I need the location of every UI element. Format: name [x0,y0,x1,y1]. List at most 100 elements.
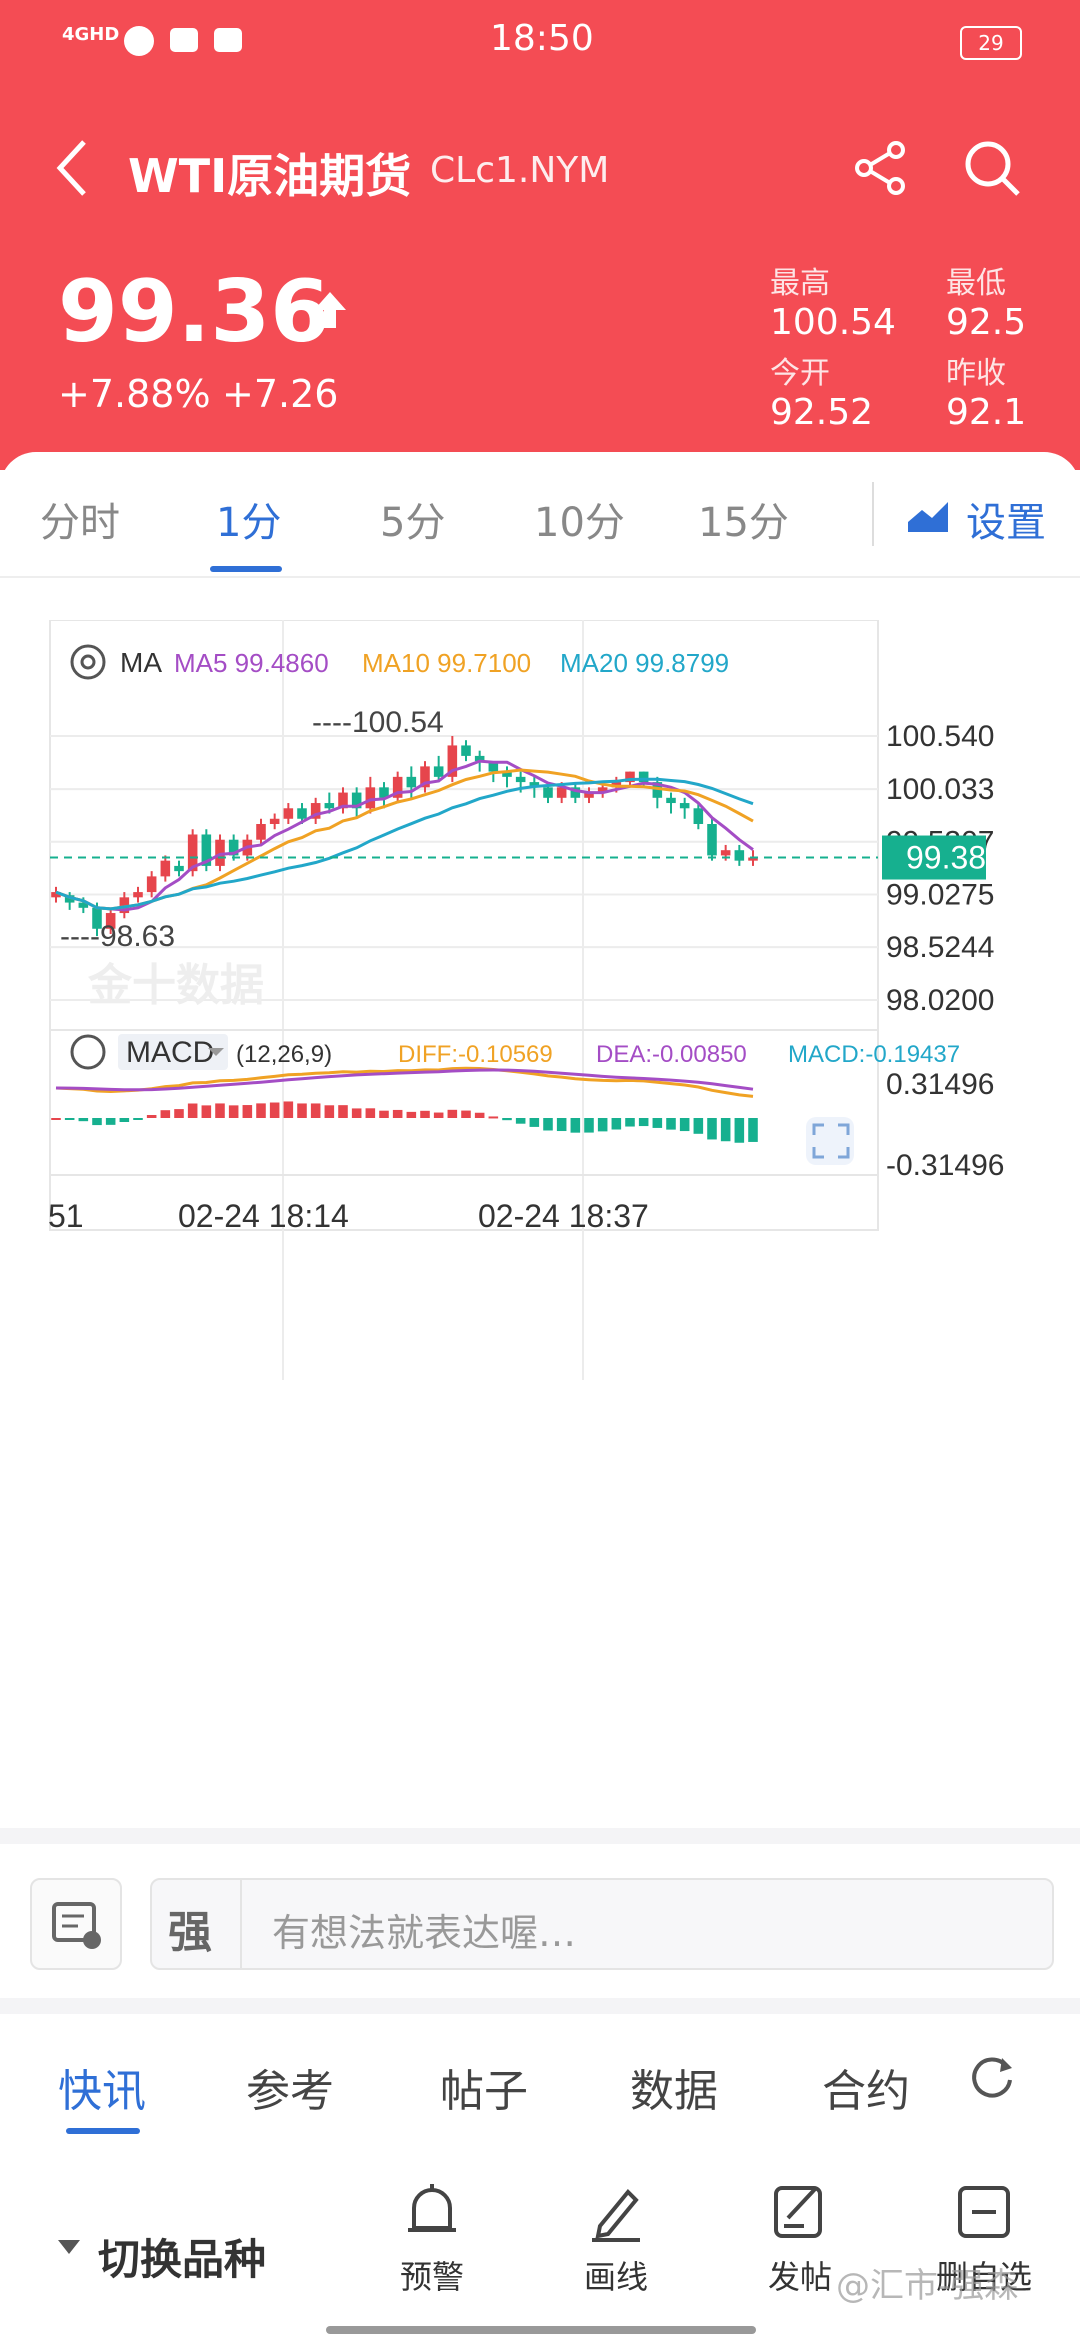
share-icon[interactable] [852,140,908,196]
macd-bar [392,1109,403,1118]
candle-body [119,897,130,914]
macd-bar [310,1103,321,1118]
candle-body [283,808,294,819]
macd-bar [447,1109,458,1118]
macd-bar [625,1118,635,1127]
x-tick-label: 51 [48,1198,84,1234]
candle-body [652,782,663,798]
macd-caret-icon [208,1048,224,1056]
dea-legend: DEA:-0.00850 [596,1041,747,1068]
macd-bar [338,1105,348,1118]
macd-bar [556,1118,567,1132]
fullscreen-button [806,1117,854,1165]
home-indicator [326,2326,756,2334]
macd-bar [461,1110,471,1118]
tab-5min[interactable]: 5分 [380,500,446,546]
prev-close-value: 92.1 [946,392,1027,433]
tab-posts[interactable]: 帖子 [440,2066,528,2117]
kline-notes-button[interactable] [30,1878,122,1970]
candle-body [64,895,75,903]
ma5-line [55,759,754,912]
macd-bar [105,1118,116,1125]
back-icon[interactable] [52,138,92,198]
tab-news[interactable]: 快讯 [58,2066,146,2117]
change-percent: +7.88% [58,372,211,416]
watermark: 金十数据 [87,961,264,1010]
x-tick-label: 02-24 18:37 [478,1198,649,1234]
search-icon[interactable] [962,138,1022,198]
macd-bar [283,1101,294,1118]
candle-body [748,857,758,861]
prev-close-label: 昨收 [946,356,1006,391]
emoji-strong-icon[interactable]: 强 [152,1880,242,1968]
y-tick-label: 100.033 [886,773,994,806]
candle-body [638,771,649,783]
settings-button[interactable]: 设置 [966,500,1046,546]
macd-bar [379,1110,389,1118]
comment-placeholder: 有想法就表达喔… [272,1911,577,1955]
draw-line-label: 画线 [583,2258,648,2296]
macd-bar [92,1118,102,1126]
tab-reference[interactable]: 参考 [246,2066,334,2117]
candle-body [625,771,635,783]
candle-body [256,824,266,840]
last-price: 99.36 [58,262,331,362]
low-mark-label: ----98.63 [60,920,175,953]
tab-divider [872,482,874,546]
macd-bar [51,1118,61,1120]
macd-bar [64,1118,75,1120]
kline-chart[interactable]: 100.540100.03399.530799.027598.524498.02… [48,620,1048,1760]
candle-body [146,876,157,893]
macd-bar [543,1118,553,1131]
comment-input[interactable]: 强 有想法就表达喔… [150,1878,1054,1970]
post-button[interactable]: 发帖 [740,2180,860,2298]
ma-legend-label: MA [120,647,162,678]
macd-bar [474,1112,485,1118]
chart-settings-icon[interactable] [906,498,950,534]
notes-icon [52,1902,101,1949]
tab-10min[interactable]: 10分 [534,500,625,546]
tab-timeshare[interactable]: 分时 [40,500,120,546]
candle-body [474,755,485,762]
macd-bar [133,1118,143,1120]
draw-line-button[interactable]: 画线 [556,2180,676,2298]
divider [0,1828,1080,1844]
candle-body [584,792,594,798]
remove-watchlist-button[interactable]: 删自选 [924,2180,1044,2298]
dea-line [55,1068,754,1092]
macd-bar [488,1116,499,1119]
macd-bar [256,1103,266,1118]
macd-bar [597,1118,608,1132]
divider [0,576,1080,578]
low-label: 最低 [946,266,1006,301]
candle-body [201,834,212,866]
macd-y-tick: -0.31496 [886,1149,1004,1182]
macd-bar [652,1118,663,1128]
tab-1min[interactable]: 1分 [216,500,282,546]
status-bar: 4GHD 18:50 29 [0,0,1080,90]
refresh-icon[interactable] [966,2052,1018,2104]
macd-params: (12,26,9) [236,1041,332,1068]
alert-button[interactable]: 预警 [372,2180,492,2298]
main-plot-frame [49,620,879,1231]
diff-line [55,1066,754,1098]
candle-body [365,787,376,809]
y-tick-label: 98.0200 [886,984,994,1017]
macd-bar [611,1118,622,1130]
watermark: @汇市-强森 [836,2266,1019,2306]
candle-body [351,792,362,809]
candle-body [570,787,581,798]
battery-indicator: 29 [960,26,1022,60]
active-tab-indicator [66,2128,140,2134]
high-mark-label: ----100.54 [312,706,444,739]
tab-contract[interactable]: 合约 [822,2066,910,2117]
macd-bar [365,1108,376,1118]
period-tab-bar [0,452,1080,582]
candle-body [515,776,526,783]
tab-data[interactable]: 数据 [630,2066,718,2117]
candle-body [734,850,745,861]
candle-body [392,776,403,798]
macd-bar [679,1118,690,1132]
candle-body [611,782,622,788]
tab-15min[interactable]: 15分 [698,500,789,546]
